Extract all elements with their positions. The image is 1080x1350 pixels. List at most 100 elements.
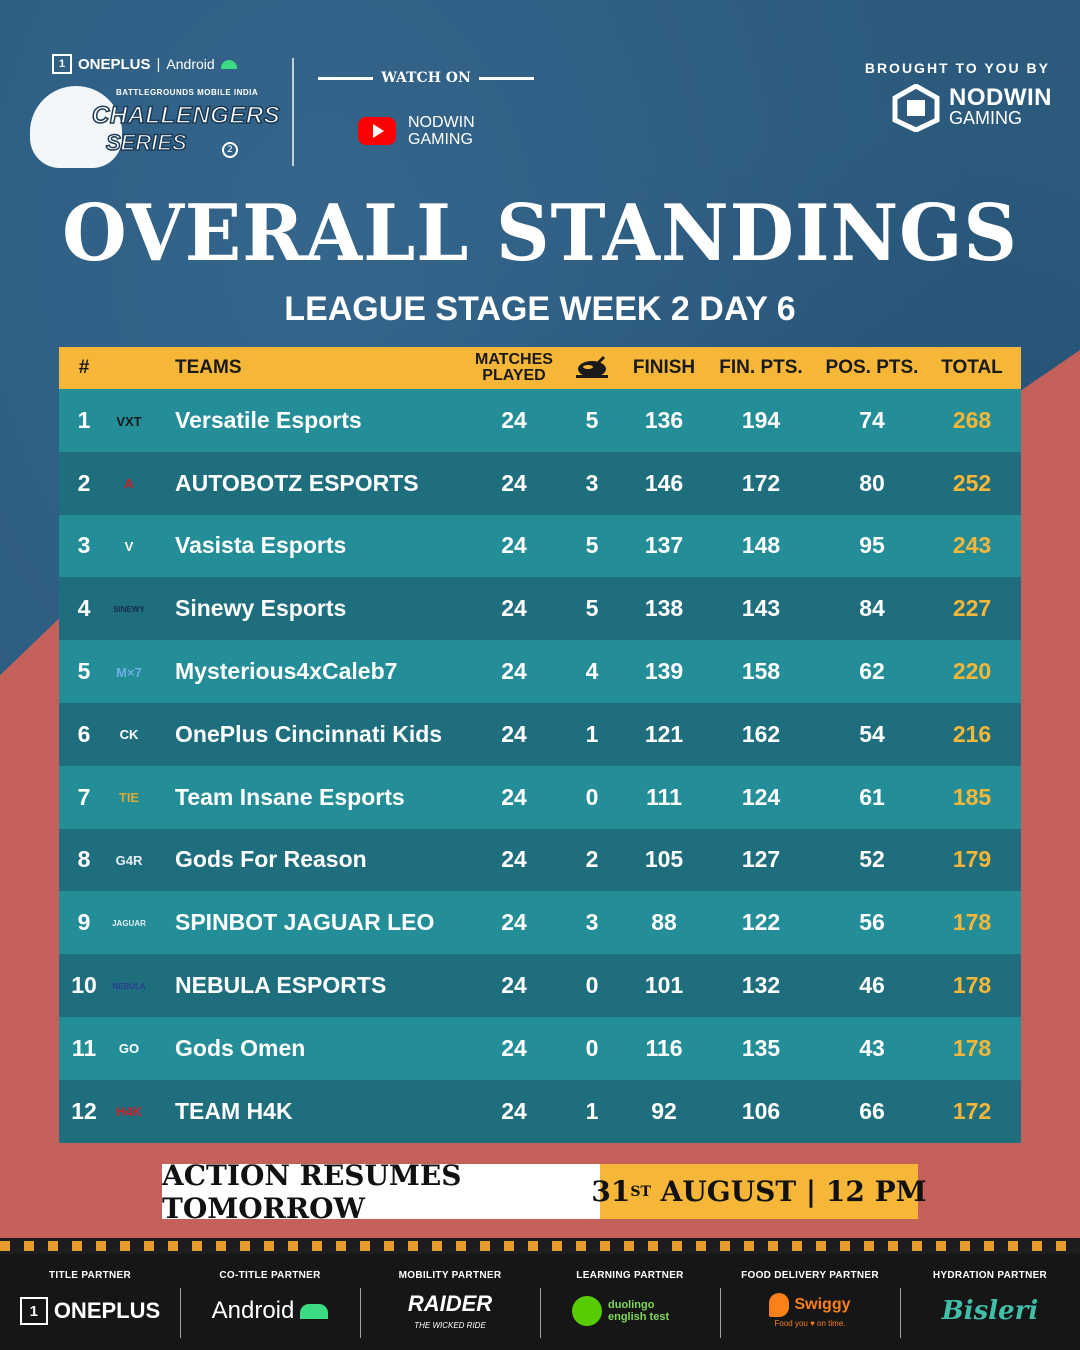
- finish-cell: 116: [645, 1034, 683, 1061]
- table-row: A 2 AUTOBOTZ ESPORTS 24 3 146 172 80 252: [59, 451, 1021, 515]
- team-logo-icon: G4R: [115, 853, 143, 869]
- pos-pts-cell: 61: [859, 783, 885, 810]
- android-logo: Android: [212, 1293, 329, 1329]
- chicken-dinner-icon: [567, 347, 617, 389]
- duolingo-logo: duolingo english test: [572, 1293, 688, 1329]
- header-matches-l2: PLAYED: [482, 367, 546, 384]
- team-name: Sinewy Esports: [175, 595, 347, 622]
- matches-played-cell: 24: [501, 532, 527, 559]
- team-logo-icon: JAGUAR: [112, 918, 146, 928]
- matches-played-cell: 24: [501, 406, 527, 433]
- team-name: Mysterious4xCaleb7: [175, 658, 398, 685]
- partner-tagline: Food you ♥ on time.: [774, 1319, 846, 1328]
- fin-pts-cell: 106: [741, 1097, 781, 1124]
- team-logo-icon: A: [124, 476, 134, 492]
- team-name: AUTOBOTZ ESPORTS: [175, 469, 419, 496]
- rank-cell: 9: [77, 909, 91, 936]
- fin-pts-cell: 122: [741, 909, 781, 936]
- partner-label: FOOD DELIVERY PARTNER: [741, 1270, 879, 1281]
- total-cell: 252: [952, 469, 992, 496]
- wins-cell: 4: [585, 658, 599, 685]
- presenter-line2: GAMING: [949, 108, 1023, 128]
- team-logo-icon: M×7: [116, 664, 142, 680]
- watch-on-label: WATCH ON: [318, 70, 535, 86]
- fin-pts-cell: 143: [741, 595, 781, 622]
- matches-played-cell: 24: [501, 469, 527, 496]
- team-logo-icon: V: [124, 539, 134, 555]
- pos-pts-cell: 62: [859, 658, 885, 685]
- finish-cell: 111: [646, 783, 682, 810]
- bisleri-logo: Bisleri: [942, 1293, 1038, 1329]
- team-name: SPINBOT JAGUAR LEO: [175, 909, 435, 936]
- nodwin-icon: [892, 84, 940, 132]
- table-row: V 3 Vasista Esports 24 5 137 148 95 243: [59, 514, 1021, 578]
- event-logo: BATTLEGROUNDS MOBILE INDIA CHALLENGERS S…: [30, 80, 280, 175]
- partner-learning: LEARNING PARTNER duolingo english test: [540, 1254, 720, 1350]
- wins-cell: 0: [585, 972, 599, 999]
- pos-pts-cell: 43: [859, 1034, 885, 1061]
- table-row: JAGUAR 9 SPINBOT JAGUAR LEO 24 3 88 122 56 178: [59, 891, 1021, 955]
- partner-label: HYDRATION PARTNER: [932, 1270, 1048, 1281]
- total-cell: 179: [952, 846, 992, 873]
- matches-played-cell: 24: [501, 1034, 527, 1061]
- android-brand: Android: [166, 56, 215, 72]
- header-matches-l1: MATCHES: [475, 351, 553, 368]
- header-teams: TEAMS: [175, 357, 242, 378]
- partner-hydration: HYDRATION PARTNER Bisleri: [900, 1254, 1080, 1350]
- partner-brand: Swiggy: [794, 1296, 851, 1313]
- finish-cell: 146: [644, 469, 684, 496]
- rank-cell: 3: [77, 532, 91, 559]
- team-name: Versatile Esports: [175, 406, 362, 433]
- table-row: GO 11 Gods Omen 24 0 116 135 43 178: [59, 1016, 1021, 1080]
- total-cell: 268: [952, 406, 992, 433]
- duolingo-icon: [572, 1296, 602, 1326]
- event-name-line1: CHALLENGERS: [91, 101, 281, 130]
- fin-pts-cell: 172: [741, 469, 781, 496]
- fin-pts-cell: 135: [741, 1034, 781, 1061]
- team-logo-icon: SINEWY: [113, 604, 145, 614]
- team-logo-icon: H4K: [115, 1104, 142, 1120]
- header-total: TOTAL: [941, 357, 1003, 378]
- partner-mobility: MOBILITY PARTNER RAIDER THE WICKED RIDE: [360, 1254, 540, 1350]
- youtube-channel-link[interactable]: NODWIN GAMING: [358, 114, 475, 148]
- rank-cell: 2: [77, 469, 91, 496]
- header-matches-played: MATCHES PLAYED: [459, 347, 569, 389]
- rank-cell: 5: [77, 658, 91, 685]
- pos-pts-cell: 46: [859, 972, 885, 999]
- swiggy-logo: Swiggy Food you ♥ on time.: [769, 1293, 851, 1329]
- finish-cell: 121: [644, 720, 684, 747]
- team-name: NEBULA ESPORTS: [175, 972, 387, 999]
- matches-played-cell: 24: [501, 972, 527, 999]
- rank-cell: 6: [77, 720, 91, 747]
- android-icon: [220, 59, 237, 69]
- decor-stripe-right: [1010, 350, 1080, 1150]
- banner-action-text: ACTION RESUMES TOMORROW: [162, 1159, 600, 1225]
- pos-pts-cell: 52: [859, 846, 885, 873]
- table-row: H4K 12 TEAM H4K 24 1 92 106 66 172: [59, 1079, 1021, 1143]
- oneplus-logo: 1 ONEPLUS: [19, 1293, 160, 1329]
- presenter-logo: NODWIN GAMING: [891, 84, 1052, 132]
- partner-label: TITLE PARTNER: [48, 1270, 132, 1281]
- event-game-line: BATTLEGROUNDS MOBILE INDIA: [116, 88, 259, 97]
- pos-pts-cell: 74: [859, 406, 885, 433]
- matches-played-cell: 24: [501, 1097, 527, 1124]
- table-row: SINEWY 4 Sinewy Esports 24 5 138 143 84 227: [59, 577, 1021, 641]
- total-cell: 216: [952, 720, 992, 747]
- team-name: Gods For Reason: [175, 846, 367, 873]
- wins-cell: 5: [585, 595, 599, 622]
- team-name: Team Insane Esports: [175, 783, 405, 810]
- swiggy-row: Swiggy: [769, 1293, 851, 1317]
- page-title: OVERALL STANDINGS: [62, 188, 1018, 279]
- banner-date-sup: ST: [630, 1183, 651, 1200]
- partner-label: MOBILITY PARTNER: [398, 1270, 502, 1281]
- fin-pts-cell: 148: [741, 532, 781, 559]
- watch-line-left: [318, 76, 374, 80]
- youtube-icon: [358, 117, 396, 145]
- partner-brand: Android: [211, 1297, 295, 1324]
- team-name: OnePlus Cincinnati Kids: [175, 720, 443, 747]
- rank-cell: 4: [77, 595, 91, 622]
- total-cell: 178: [952, 1034, 992, 1061]
- pos-pts-cell: 84: [859, 595, 885, 622]
- fin-pts-cell: 194: [741, 406, 781, 433]
- table-row: G4R 8 Gods For Reason 24 2 105 127 52 179: [59, 828, 1021, 892]
